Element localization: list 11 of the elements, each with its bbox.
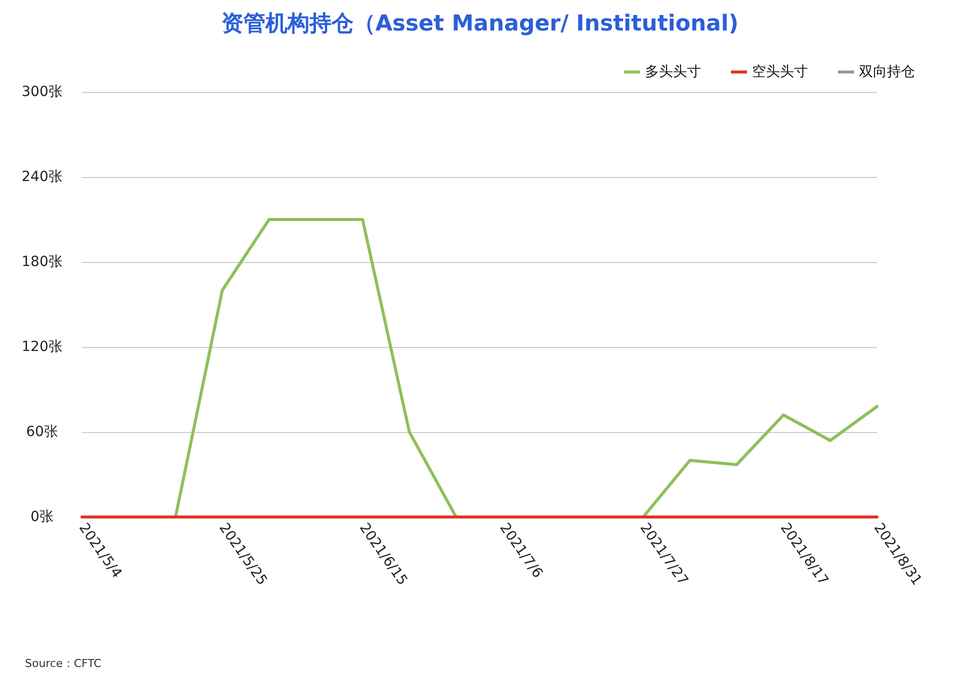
y-tick-label: 120张 bbox=[22, 339, 62, 355]
y-tick-label: 60张 bbox=[26, 424, 58, 440]
legend-label: 双向持仓 bbox=[859, 64, 915, 80]
legend-label: 空头头寸 bbox=[752, 64, 808, 80]
source-note: Source：CFTC bbox=[25, 657, 102, 670]
chart-title: 资管机构持仓（Asset Manager/ Institutional) bbox=[221, 12, 739, 36]
y-tick-label: 300张 bbox=[22, 84, 62, 100]
y-tick-label: 240张 bbox=[22, 169, 62, 185]
y-tick-label: 0张 bbox=[30, 509, 54, 525]
legend-label: 多头头寸 bbox=[645, 64, 701, 80]
y-tick-label: 180张 bbox=[22, 254, 62, 270]
